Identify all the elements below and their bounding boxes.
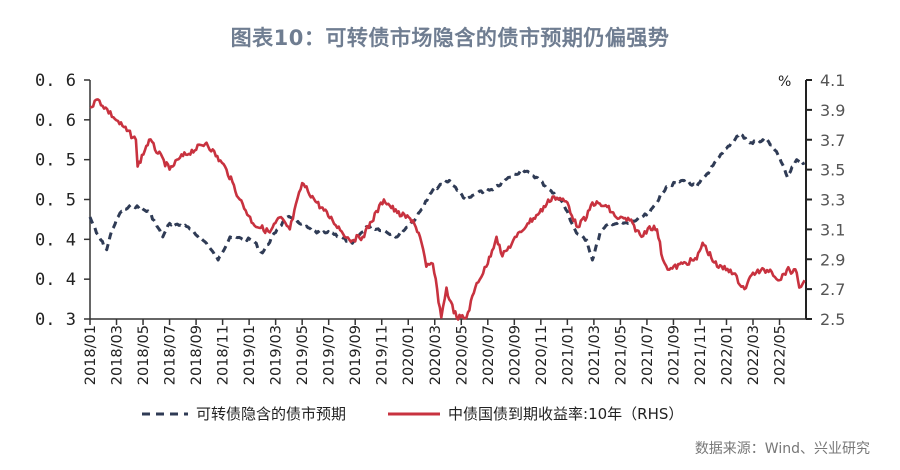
- legend-label: 中债国债到期收益率:10年（RHS）: [448, 405, 684, 423]
- x-tick-label: 2018/11: [216, 325, 232, 385]
- x-tick-label: 2020/03: [428, 325, 444, 385]
- source-note: 数据来源：Wind、兴业研究: [694, 441, 870, 457]
- x-tick-label: 2021/01: [560, 325, 576, 385]
- left-tick-label: 0. 3: [35, 310, 76, 330]
- right-tick-label: 2.9: [820, 250, 845, 269]
- x-tick-label: 2019/05: [295, 325, 311, 385]
- legend-swatch-solid: [388, 412, 441, 415]
- right-tick-label: 3.5: [820, 161, 845, 180]
- x-tick-label: 2020/11: [534, 325, 550, 385]
- right-tick-label: 2.7: [820, 280, 845, 299]
- x-tick-label: 2019/11: [375, 325, 391, 385]
- x-tick-label: 2020/05: [454, 325, 470, 385]
- series-line-10y-yield: [89, 98, 806, 321]
- legend-label: 可转债隐含的债市预期: [196, 405, 347, 423]
- left-tick-label: 0. 4: [35, 230, 76, 250]
- legend-item-convertible: 可转债隐含的债市预期: [140, 403, 346, 424]
- x-tick-label: 2022/05: [773, 325, 789, 385]
- x-tick-label: 2019/03: [269, 325, 285, 385]
- legend: 可转债隐含的债市预期 中债国债到期收益率:10年（RHS）: [140, 403, 723, 424]
- right-tick-label: 4.1: [820, 71, 845, 90]
- left-tick-label: 0. 6: [35, 111, 76, 131]
- x-tick-label: 2019/01: [242, 325, 258, 385]
- x-tick-label: 2022/01: [719, 325, 735, 385]
- x-tick-label: 2018/05: [136, 325, 152, 385]
- series-line-convertible-implied: [88, 131, 806, 262]
- legend-item-bond-yield: 中债国债到期收益率:10年（RHS）: [386, 403, 683, 424]
- x-tick-label: 2018/07: [163, 325, 179, 385]
- left-tick-label: 0. 5: [35, 151, 76, 171]
- x-tick-label: 2021/07: [640, 325, 656, 385]
- right-axis-unit: %: [778, 74, 791, 90]
- right-tick-label: 3.7: [820, 131, 845, 150]
- chart-title: 图表10：可转债市场隐含的债市预期仍偏强势: [230, 26, 670, 50]
- right-tick-label: 3.3: [820, 191, 845, 210]
- chart-plot: 0. 6 0. 6 0. 5 0. 5 0. 4 0. 4 0. 3 4.1 3.9 3.7 3.5…: [35, 71, 845, 385]
- right-tick-label: 3.1: [820, 220, 845, 239]
- x-tick-label: 2020/09: [507, 325, 523, 385]
- x-tick-label: 2019/07: [322, 325, 338, 385]
- x-tick-label: 2018/01: [83, 325, 99, 385]
- right-tick-label: 2.5: [820, 310, 845, 329]
- x-tick-label: 2021/03: [587, 325, 603, 385]
- x-tick-label: 2018/09: [189, 325, 205, 385]
- x-tick-label: 2020/01: [401, 325, 417, 385]
- x-tick-label: 2021/05: [613, 325, 629, 385]
- x-tick-label: 2022/03: [746, 325, 762, 385]
- x-tick-label: 2021/11: [693, 325, 709, 385]
- x-tick-label: 2018/03: [110, 325, 126, 385]
- x-tick-label: 2019/09: [348, 325, 364, 385]
- left-tick-label: 0. 5: [35, 191, 76, 211]
- left-tick-label: 0. 6: [35, 71, 76, 91]
- right-tick-label: 3.9: [820, 101, 845, 120]
- x-tick-label: 2020/07: [481, 325, 497, 385]
- left-tick-label: 0. 4: [35, 270, 76, 290]
- x-tick-label: 2021/09: [666, 325, 682, 385]
- legend-swatch-dashed: [142, 412, 188, 415]
